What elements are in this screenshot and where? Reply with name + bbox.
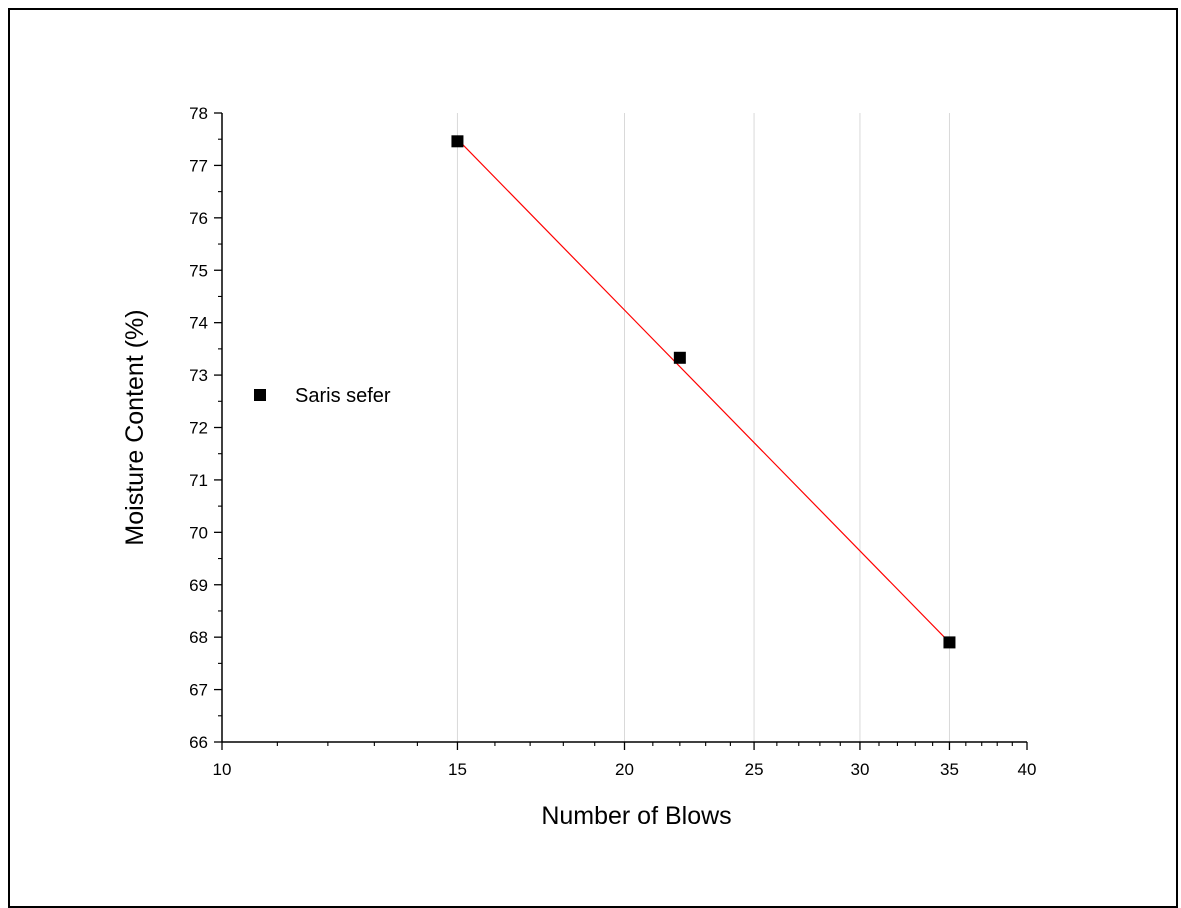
x-axis-title: Number of Blows [541, 802, 731, 830]
legend-marker [254, 389, 266, 401]
axes: 66 67 68 69 70 71 72 73 74 75 76 77 78 10 15 20 25 30 35 40 [189, 104, 1036, 779]
legend: Saris sefer [254, 385, 391, 407]
x-tick-label-10: 10 [213, 760, 232, 779]
chart-frame [8, 8, 1178, 908]
legend-label: Saris sefer [295, 385, 391, 407]
x-tick-label-30: 30 [850, 760, 869, 779]
fit-line-group [457, 138, 950, 643]
data-point-35 [943, 636, 956, 649]
y-tick-label-66: 66 [189, 733, 208, 752]
y-tick-label-73: 73 [189, 366, 208, 385]
x-tick-label-25: 25 [745, 760, 764, 779]
x-tick-label-40: 40 [1018, 760, 1037, 779]
x-tick-label-15: 15 [448, 760, 467, 779]
grid-lines [456, 113, 950, 742]
y-tick-label-77: 77 [189, 156, 208, 175]
y-tick-label-67: 67 [189, 681, 208, 700]
data-points [451, 135, 956, 649]
x-tick-label-35: 35 [940, 760, 959, 779]
y-tick-label-72: 72 [189, 419, 208, 438]
x-tick-label-20: 20 [615, 760, 634, 779]
y-tick-label-68: 68 [189, 628, 208, 647]
y-tick-label-69: 69 [189, 576, 208, 595]
y-axis-title: Moisture Content (%) [121, 309, 149, 545]
chart-svg: 66 67 68 69 70 71 72 73 74 75 76 77 78 10 15 20 25 30 35 40… [121, 104, 1036, 830]
data-point-15 [451, 135, 464, 148]
y-tick-label-75: 75 [189, 261, 208, 280]
y-tick-label-74: 74 [189, 314, 208, 333]
y-tick-label-70: 70 [189, 523, 208, 542]
data-point-22 [673, 351, 686, 364]
y-tick-label-76: 76 [189, 209, 208, 228]
y-tick-label-78: 78 [189, 104, 208, 123]
fit-line [457, 138, 950, 643]
y-tick-label-71: 71 [189, 471, 208, 490]
